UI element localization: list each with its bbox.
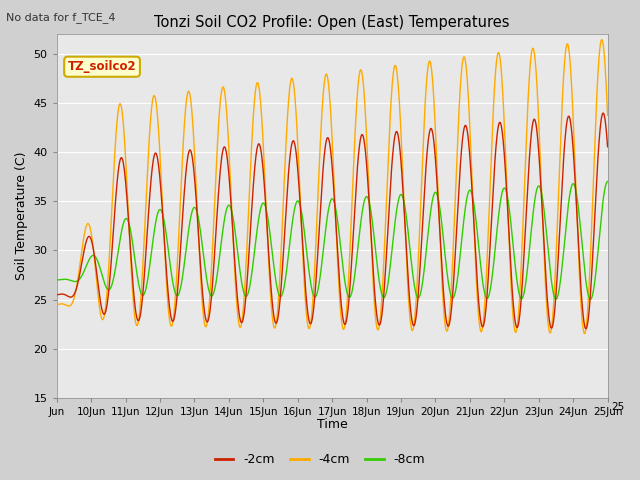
Title: Tonzi Soil CO2 Profile: Open (East) Temperatures: Tonzi Soil CO2 Profile: Open (East) Temp… bbox=[154, 15, 510, 30]
Text: 25: 25 bbox=[612, 402, 625, 412]
X-axis label: Time: Time bbox=[317, 419, 348, 432]
Legend: -2cm, -4cm, -8cm: -2cm, -4cm, -8cm bbox=[209, 448, 431, 471]
Y-axis label: Soil Temperature (C): Soil Temperature (C) bbox=[15, 152, 28, 280]
Text: TZ_soilco2: TZ_soilco2 bbox=[68, 60, 136, 73]
Text: No data for f_TCE_4: No data for f_TCE_4 bbox=[6, 12, 116, 23]
